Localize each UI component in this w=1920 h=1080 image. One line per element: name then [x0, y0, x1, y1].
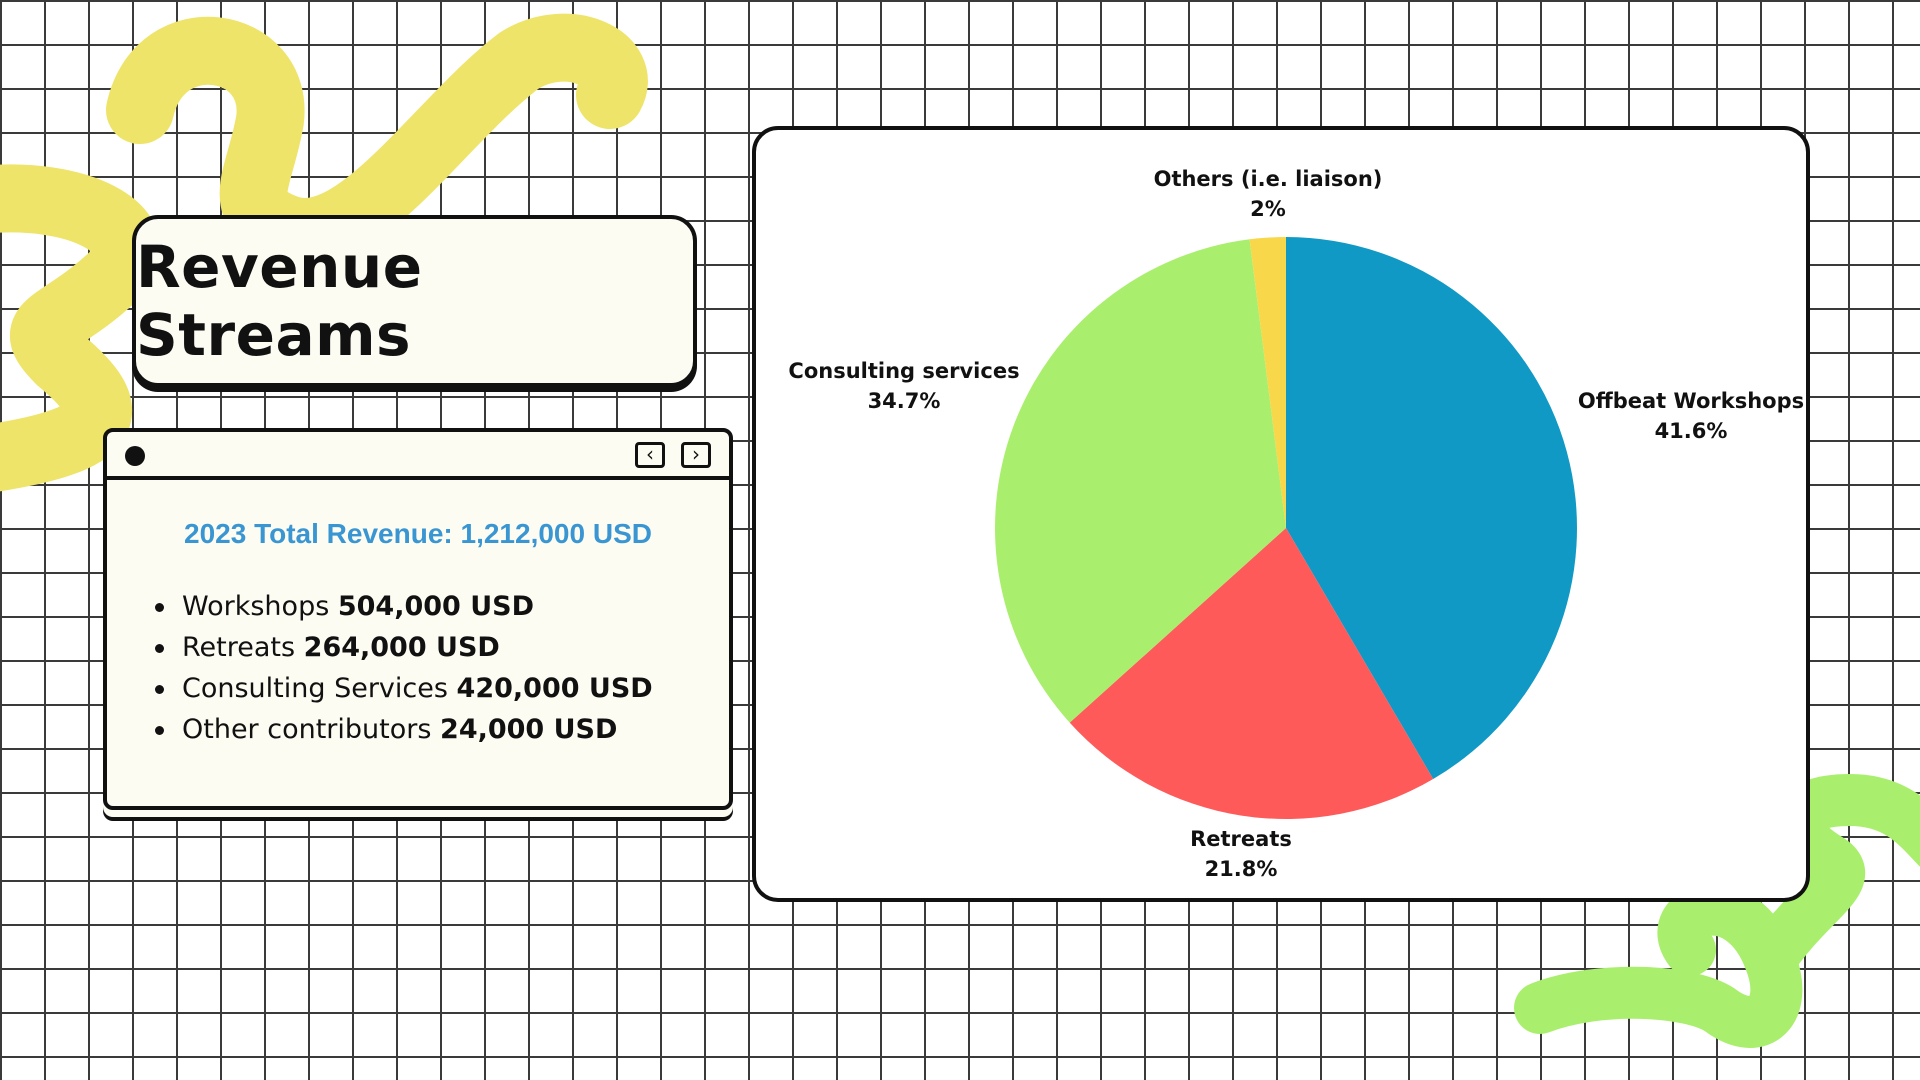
- item-name: Retreats: [182, 632, 296, 663]
- window-dot-icon: [125, 446, 145, 466]
- slice-label-2: Consulting services: [788, 359, 1019, 383]
- list-item: Other contributors 24,000 USD: [155, 709, 729, 750]
- item-name: Other contributors: [182, 714, 432, 745]
- chevron-left-icon[interactable]: ‹: [635, 442, 665, 468]
- slice-value-2: 34.7%: [868, 389, 941, 413]
- item-value: 24,000 USD: [440, 714, 618, 745]
- item-name: Consulting Services: [182, 673, 448, 704]
- chart-card: Offbeat Workshops 41.6% Retreats 21.8% Consu…: [752, 126, 1810, 902]
- item-value: 264,000 USD: [303, 632, 500, 663]
- list-item: Consulting Services 420,000 USD: [155, 668, 729, 709]
- pie-chart: Offbeat Workshops 41.6% Retreats 21.8% Consu…: [788, 167, 1804, 881]
- total-revenue: 2023 Total Revenue: 1,212,000 USD: [184, 518, 652, 549]
- window-titlebar: ‹ ›: [107, 432, 729, 480]
- revenue-list: Workshops 504,000 USD Retreats 264,000 U…: [107, 586, 729, 750]
- summary-window: ‹ › 2023 Total Revenue: 1,212,000 USD Wo…: [103, 428, 733, 810]
- pie-slice-3: [1249, 237, 1286, 528]
- pie-slice-2: [995, 239, 1286, 723]
- item-value: 420,000 USD: [456, 673, 653, 704]
- slice-value-1: 21.8%: [1205, 857, 1278, 881]
- slice-label-0: Offbeat Workshops: [1578, 389, 1804, 413]
- yellow-squiggle-left: [0, 164, 161, 492]
- slice-value-3: 2%: [1250, 197, 1286, 221]
- page-title: Revenue Streams: [136, 233, 423, 369]
- list-item: Retreats 264,000 USD: [155, 627, 729, 668]
- item-name: Workshops: [182, 591, 338, 622]
- list-item: Workshops 504,000 USD: [155, 586, 729, 627]
- slice-label-3: Others (i.e. liaison): [1154, 167, 1383, 191]
- pie-slice-0: [1286, 237, 1577, 780]
- chevron-right-icon[interactable]: ›: [681, 442, 711, 468]
- item-value: 504,000 USD: [337, 591, 535, 622]
- slice-label-1: Retreats: [1190, 827, 1292, 851]
- title-card: Revenue Streams: [132, 215, 697, 387]
- yellow-squiggle: [106, 13, 648, 266]
- pie-slice-1: [1069, 528, 1434, 820]
- slice-value-0: 41.6%: [1655, 419, 1728, 443]
